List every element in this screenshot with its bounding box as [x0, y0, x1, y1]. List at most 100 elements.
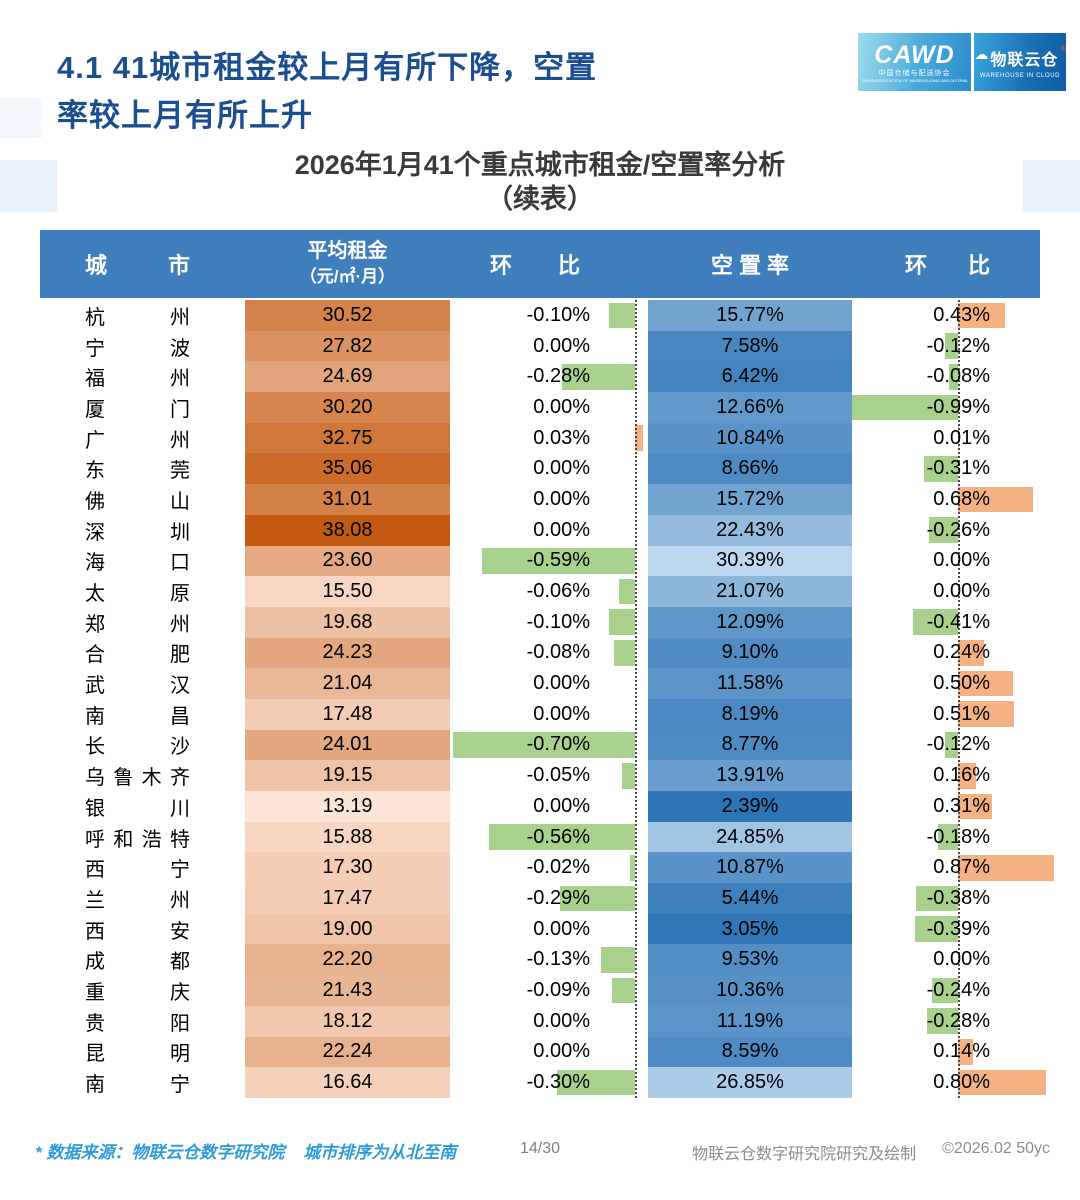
negative-change-bar	[562, 363, 635, 390]
vacancy-value: 9.53%	[648, 944, 852, 976]
rent-mom-value: -0.59%	[526, 549, 590, 572]
page-title: 4.1 41城市租金较上月有所下降，空置 率较上月有所上升	[57, 44, 597, 140]
rent-mom-value: -0.08%	[526, 641, 590, 664]
vacancy-value: 2.39%	[648, 791, 852, 822]
vacancy-value: 7.58%	[648, 330, 852, 362]
table-row: 福州 24.69 -0.28% 6.42% -0.08%	[40, 361, 1040, 393]
table-row: 海口 23.60 -0.59% 30.39% 0.00%	[40, 545, 1040, 577]
positive-change-bar	[635, 425, 643, 451]
vacancy-value: 8.59%	[648, 1036, 852, 1068]
vacancy-mom-value: -0.41%	[926, 610, 990, 633]
positive-change-bar	[958, 762, 976, 789]
vacancy-value: 10.36%	[648, 975, 852, 1006]
rent-value: 22.20	[245, 944, 450, 976]
rent-mom-value: 0.00%	[533, 917, 590, 940]
rent-value: 27.82	[245, 330, 450, 362]
city-name: 成都	[85, 951, 190, 974]
table-header: 城市 平均租金 （元/㎡·月） 环比 空置率 环比	[40, 230, 1040, 298]
rent-mom-value: 0.03%	[533, 426, 590, 449]
vacancy-mom-value: 0.00%	[933, 549, 990, 572]
col-header-rent-unit: （元/㎡·月）	[299, 267, 396, 286]
positive-change-bar	[958, 302, 1006, 329]
negative-change-bar	[944, 732, 958, 758]
vacancy-value: 30.39%	[648, 545, 852, 577]
city-name: 昆明	[85, 1043, 190, 1066]
negative-change-bar	[931, 977, 958, 1004]
vacancy-value: 5.44%	[648, 883, 852, 914]
data-table: 城市 平均租金 （元/㎡·月） 环比 空置率 环比 杭州 30.52 -0.10% 1…	[40, 230, 1054, 1098]
vacancy-value: 8.77%	[648, 729, 852, 761]
negative-change-bar	[849, 394, 958, 421]
vacancy-mom-value: 0.01%	[933, 426, 990, 449]
decorative-band	[1023, 160, 1080, 212]
table-title: 2026年1月41个重点城市租金/空置率分析 （续表）	[0, 148, 1080, 216]
table-title-line2: （续表）	[486, 184, 594, 214]
page-number: 14/30	[519, 1140, 561, 1157]
negative-change-bar	[611, 977, 635, 1004]
vacancy-mom-value: 0.50%	[933, 672, 990, 695]
footer-credit: 物联云仓数字研究院研究及绘制	[692, 1146, 917, 1163]
table-row: 南宁 16.64 -0.30% 26.85% 0.80%	[40, 1067, 1046, 1098]
rent-mom-value: -0.29%	[526, 886, 590, 909]
city-name: 银川	[85, 797, 190, 820]
city-name: 太原	[85, 583, 190, 606]
vacancy-value: 13.91%	[648, 760, 852, 791]
vacancy-mom-value: -0.08%	[926, 365, 990, 388]
positive-change-bar	[958, 1039, 974, 1065]
rent-value: 24.01	[245, 729, 450, 761]
warehouse-in-cloud-logo: ☁ 物联云仓 ® WAREHOUSE IN CLOUD	[974, 33, 1066, 91]
rent-value: 21.43	[245, 975, 450, 1006]
rent-value: 38.08	[245, 514, 450, 546]
rent-mom-value: 0.00%	[533, 487, 590, 510]
positive-change-bar	[958, 486, 1033, 513]
table-row: 长沙 24.01 -0.70% 8.77% -0.12%	[40, 729, 1040, 761]
positive-change-bar	[958, 793, 993, 820]
col-header-rent: 平均租金 （元/㎡·月）	[245, 230, 450, 298]
table-row: 西宁 17.30 -0.02% 10.87% 0.87%	[40, 852, 1054, 884]
table-row: 昆明 22.24 0.00% 8.59% 0.14%	[40, 1036, 1040, 1068]
table-row: 杭州 30.52 -0.10% 15.77% 0.43%	[40, 300, 1040, 331]
rent-mom-axis-line	[635, 300, 637, 1098]
table-row: 成都 22.20 -0.13% 9.53% 0.00%	[40, 944, 1040, 976]
page-title-line1: 4.1 41城市租金较上月有所下降，空置	[57, 50, 598, 85]
negative-change-bar	[944, 333, 958, 359]
rent-mom-value: -0.06%	[526, 580, 590, 603]
negative-change-bar	[949, 363, 958, 390]
vacancy-value: 8.19%	[648, 698, 852, 730]
city-name: 南宁	[85, 1074, 190, 1097]
table-row: 兰州 17.47 -0.29% 5.44% -0.38%	[40, 883, 1040, 914]
rent-mom-value: -0.70%	[526, 733, 590, 756]
vacancy-mom-value: 0.68%	[933, 487, 990, 510]
rent-mom-value: 0.00%	[533, 1009, 590, 1032]
city-name: 南昌	[85, 705, 190, 728]
vacancy-value: 26.85%	[648, 1067, 852, 1098]
rent-value: 30.20	[245, 392, 450, 423]
rent-mom-value: -0.10%	[526, 303, 590, 326]
negative-change-bar	[619, 578, 635, 605]
negative-change-bar	[453, 732, 635, 758]
vacancy-mom-value: -0.24%	[926, 978, 990, 1001]
vacancy-value: 11.19%	[648, 1005, 852, 1037]
table-row: 呼和浩特 15.88 -0.56% 24.85% -0.18%	[40, 821, 1040, 853]
vacancy-value: 21.07%	[648, 576, 852, 607]
vacancy-value: 15.77%	[648, 300, 852, 331]
vacancy-value: 12.09%	[648, 606, 852, 638]
rent-mom-value: 0.00%	[533, 1040, 590, 1063]
vacancy-mom-value: 0.24%	[933, 641, 990, 664]
negative-change-bar	[489, 824, 635, 850]
table-row: 厦门 30.20 0.00% 12.66% -0.99%	[40, 392, 1040, 423]
rent-value: 15.88	[245, 821, 450, 853]
negative-change-bar	[481, 548, 635, 574]
rent-mom-value: -0.56%	[526, 825, 590, 848]
table-row: 南昌 17.48 0.00% 8.19% 0.51%	[40, 698, 1040, 730]
rent-value: 24.69	[245, 361, 450, 393]
col-header-vacancy: 空置率	[710, 253, 795, 278]
rent-mom-value: 0.00%	[533, 672, 590, 695]
rent-mom-value: 0.00%	[533, 457, 590, 480]
rent-value: 17.48	[245, 698, 450, 730]
vacancy-mom-value: 0.80%	[933, 1071, 990, 1094]
positive-change-bar	[958, 854, 1054, 881]
rent-value: 31.01	[245, 484, 450, 515]
city-name: 郑州	[85, 613, 190, 636]
